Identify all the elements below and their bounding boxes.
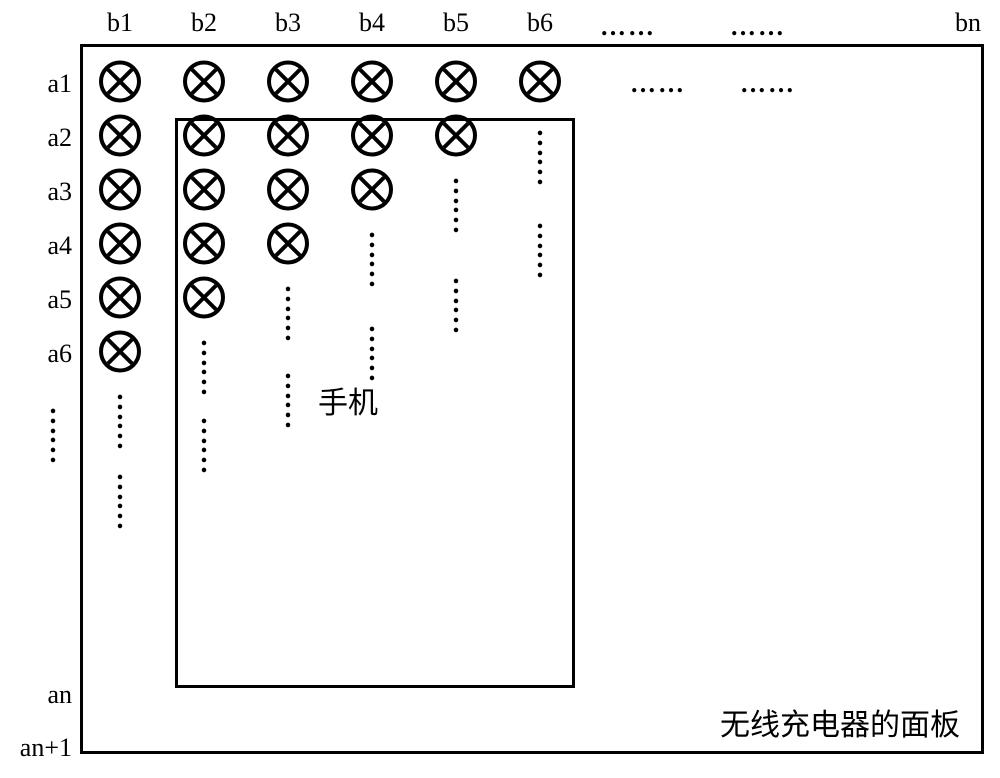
coil-icon	[265, 221, 311, 272]
column-vdots: . . . . . .	[453, 270, 460, 329]
coil-icon	[97, 221, 143, 272]
row-label: a2	[47, 123, 72, 153]
col-label: b1	[107, 8, 133, 38]
row-label: a3	[47, 177, 72, 207]
col-label: b2	[191, 8, 217, 38]
column-vdots: . . . . . .	[201, 332, 208, 391]
col-label: b3	[275, 8, 301, 38]
column-vdots: . . . . . .	[201, 410, 208, 469]
column-vdots: . . . . . .	[285, 278, 292, 337]
coil-icon	[433, 59, 479, 110]
row-label: a6	[47, 339, 72, 369]
coil-icon	[433, 113, 479, 164]
coil-icon	[97, 167, 143, 218]
coil-icon	[349, 113, 395, 164]
diagram-root: b1b2b3b4b5b6 bn a1a2a3a4a5a6 an an+1 …… …	[0, 0, 1000, 778]
column-vdots: . . . . . .	[117, 386, 124, 445]
coil-icon	[265, 59, 311, 110]
left-margin-vdots: . . . . . .	[50, 400, 57, 459]
coil-icon	[181, 221, 227, 272]
coil-icon	[349, 59, 395, 110]
header-dots-1: ……	[600, 12, 656, 42]
row1-dots-2: ……	[740, 69, 796, 99]
coil-icon	[181, 167, 227, 218]
coil-icon	[181, 113, 227, 164]
col-label: b4	[359, 8, 385, 38]
phone-label: 手机	[318, 378, 378, 422]
row1-dots-1: ……	[630, 69, 686, 99]
column-vdots: . . . . . .	[369, 224, 376, 283]
col-label: b6	[527, 8, 553, 38]
coil-icon	[181, 59, 227, 110]
row-label: a5	[47, 285, 72, 315]
column-vdots: . . . . . .	[453, 170, 460, 229]
col-label: b5	[443, 8, 469, 38]
column-vdots: . . . . . .	[537, 215, 544, 274]
row-label-an1: an+1	[20, 733, 72, 763]
row-label: a1	[47, 69, 72, 99]
coil-icon	[181, 275, 227, 326]
coil-icon	[265, 113, 311, 164]
coil-icon	[97, 275, 143, 326]
row-label: a4	[47, 231, 72, 261]
col-label-bn: bn	[955, 8, 981, 38]
coil-icon	[97, 59, 143, 110]
column-vdots: . . . . . .	[117, 466, 124, 525]
header-dots-2: ……	[730, 12, 786, 42]
column-vdots: . . . . . .	[537, 122, 544, 181]
coil-icon	[349, 167, 395, 218]
row-label-an: an	[47, 680, 72, 710]
coil-icon	[265, 167, 311, 218]
column-vdots: . . . . . .	[369, 318, 376, 377]
panel-label: 无线充电器的面板	[720, 700, 960, 744]
coil-icon	[97, 113, 143, 164]
column-vdots: . . . . . .	[285, 365, 292, 424]
coil-icon	[97, 329, 143, 380]
coil-icon	[517, 59, 563, 110]
